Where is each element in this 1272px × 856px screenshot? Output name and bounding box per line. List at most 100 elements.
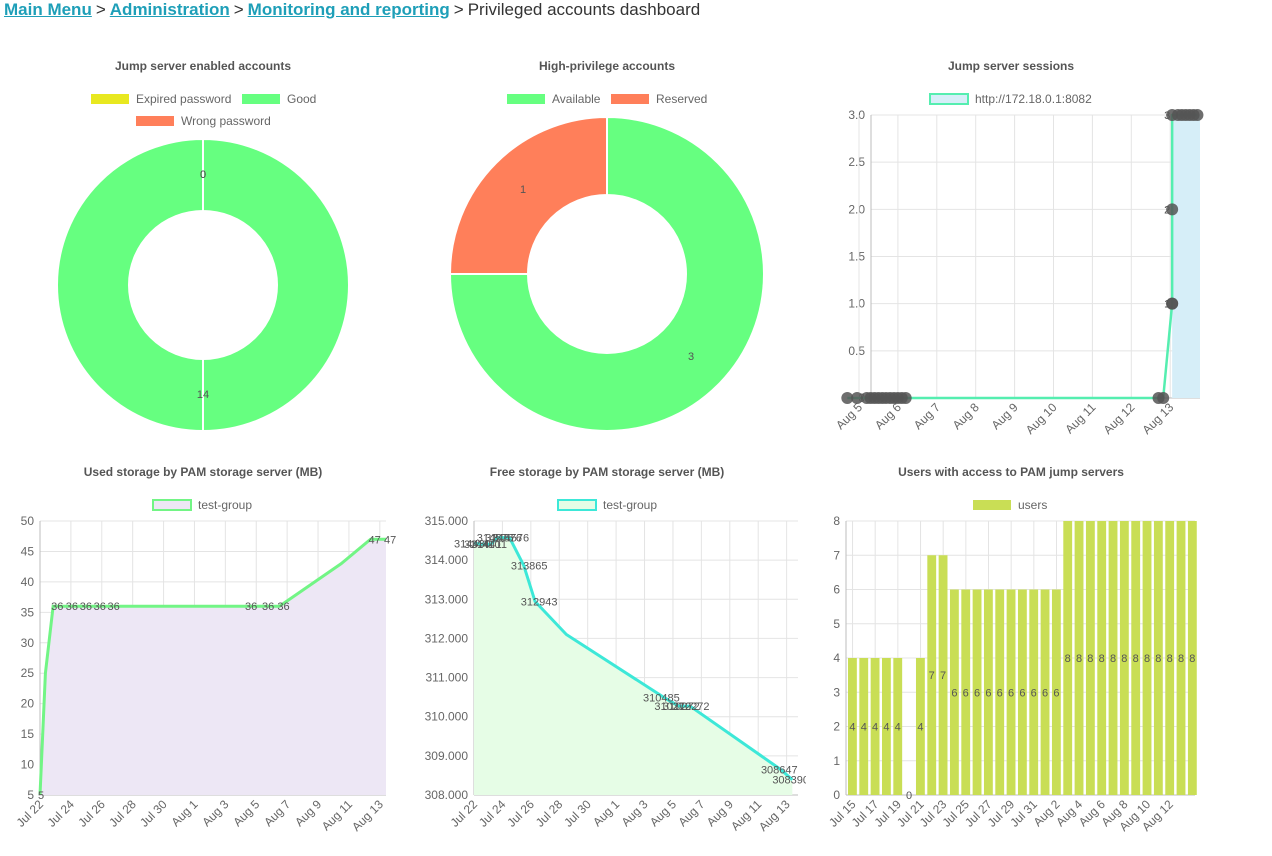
sessions-panel: Jump server sessions http://172.18.0.1:80…	[812, 50, 1212, 446]
x-tick: Aug 5	[647, 797, 679, 829]
x-tick: Aug 3	[199, 797, 231, 829]
used-point-label: 36	[51, 601, 63, 613]
users-bar	[961, 589, 971, 795]
sessions-point-label: 3	[1164, 110, 1170, 122]
y-tick: 313.000	[425, 592, 469, 606]
slice-label-reserved: 1	[520, 184, 526, 196]
y-tick: 1	[833, 754, 840, 768]
users-bar	[1074, 521, 1084, 795]
breadcrumb-main-menu[interactable]: Main Menu	[4, 0, 92, 19]
free-area-fill	[474, 537, 793, 795]
x-tick: Aug 7	[261, 797, 293, 829]
free-point-label: 313865	[511, 560, 548, 572]
users-bar	[1131, 521, 1141, 795]
x-tick: Aug 5	[230, 797, 262, 829]
users-bar-label: 8	[1144, 653, 1150, 665]
users-bar	[949, 589, 959, 795]
sessions-point	[841, 392, 854, 404]
y-tick: 3	[833, 685, 840, 699]
x-tick: Aug 1	[590, 797, 622, 829]
x-tick: Jul 24	[44, 797, 77, 830]
free-point-label: 310485	[643, 693, 680, 705]
y-tick: 1.0	[848, 297, 865, 311]
y-tick: 2	[833, 720, 840, 734]
free-point-label: 310272	[673, 701, 710, 713]
users-bar	[1176, 521, 1186, 795]
x-tick: Jul 26	[504, 797, 537, 830]
users-title: Users with access to PAM jump servers	[898, 465, 1124, 479]
users-bar-label: 8	[1178, 653, 1184, 665]
y-tick: 2.0	[848, 202, 865, 216]
sessions-point	[1166, 203, 1179, 216]
users-bar	[1119, 521, 1129, 795]
legend-session-server-swatch	[929, 93, 969, 105]
used-point-label: 36	[262, 601, 274, 613]
users-bar	[995, 589, 1005, 795]
free-point-label: 314410	[464, 539, 501, 551]
used-storage-panel: Used storage by PAM storage server (MB) t…	[0, 456, 406, 856]
users-bar-label: 8	[1087, 653, 1093, 665]
y-tick: 45	[21, 544, 35, 558]
sessions-point-label: 2	[1164, 204, 1170, 216]
breadcrumb-monitoring-reporting[interactable]: Monitoring and reporting	[247, 0, 450, 19]
users-bar	[1029, 589, 1039, 795]
used-point-label: 36	[80, 601, 92, 613]
legend-reserved-label: Reserved	[656, 92, 707, 106]
free-storage-panel: Free storage by PAM storage server (MB) t…	[406, 456, 806, 856]
x-tick: Aug 6	[872, 400, 904, 432]
legend-available-swatch	[507, 94, 545, 104]
x-tick: Jul 26	[75, 797, 108, 830]
x-tick: Jul 30	[561, 797, 594, 830]
users-bar-label: 4	[849, 722, 855, 734]
free-storage-chart: Free storage by PAM storage server (MB) t…	[425, 465, 806, 834]
used-line	[38, 537, 386, 796]
free-point-label: 314576	[492, 533, 529, 545]
y-tick: 7	[833, 548, 840, 562]
users-bar-label: 6	[974, 687, 980, 699]
legend-expired-password-swatch	[91, 94, 129, 104]
users-bar	[1097, 521, 1107, 795]
users-bar-label: 0	[906, 790, 912, 802]
free-point-label: 314430	[454, 538, 491, 550]
y-tick: 314.000	[425, 553, 469, 567]
users-bar	[870, 658, 880, 795]
breadcrumb-administration[interactable]: Administration	[109, 0, 230, 19]
sessions-point	[1166, 297, 1179, 310]
sessions-point	[899, 392, 912, 404]
used-point-label: 47	[384, 534, 396, 546]
y-tick: 35	[21, 605, 35, 619]
free-point-label: 314411	[471, 539, 507, 551]
legend-wrong-password-label: Wrong password	[181, 114, 271, 128]
jump-accounts-panel: Jump server enabled accounts Expired pass…	[0, 50, 406, 446]
y-tick: 1.5	[848, 250, 865, 264]
users-bar-label: 8	[1076, 653, 1082, 665]
users-bar	[1165, 521, 1175, 795]
y-tick: 311.000	[426, 671, 469, 685]
used-storage-chart: Used storage by PAM storage server (MB) t…	[14, 465, 397, 834]
legend-free-test-group-swatch	[557, 499, 597, 511]
users-bar-label: 6	[1053, 687, 1059, 699]
breadcrumb-separator: >	[233, 0, 244, 19]
sessions-area-fill	[1172, 115, 1200, 398]
used-point-label: 36	[108, 601, 120, 613]
users-bar	[893, 658, 903, 795]
slice-label-expired-password: 0	[200, 169, 206, 181]
users-chart: Users with access to PAM jump servers use…	[826, 465, 1197, 834]
x-tick: Aug 8	[950, 400, 982, 432]
sessions-point	[1191, 109, 1204, 121]
legend-expired-password-label: Expired password	[136, 92, 231, 106]
users-bar-label: 6	[1019, 687, 1025, 699]
jump-accounts-chart: Jump server enabled accounts Expired pass…	[56, 59, 350, 433]
users-bar-label: 6	[1008, 687, 1014, 699]
users-bar	[1085, 521, 1095, 795]
legend-good-label: Good	[287, 92, 316, 106]
breadcrumb: Main Menu > Administration > Monitoring and …	[4, 0, 700, 22]
y-tick: 20	[21, 697, 35, 711]
users-bar-label: 7	[929, 670, 935, 682]
sessions-chart: Jump server sessions http://172.18.0.1:80…	[833, 59, 1204, 437]
legend-used-test-group-swatch	[152, 499, 192, 511]
users-bar-label: 6	[1031, 687, 1037, 699]
users-bar	[848, 658, 857, 795]
y-tick: 25	[21, 666, 35, 680]
legend-users-label: users	[1018, 498, 1047, 512]
